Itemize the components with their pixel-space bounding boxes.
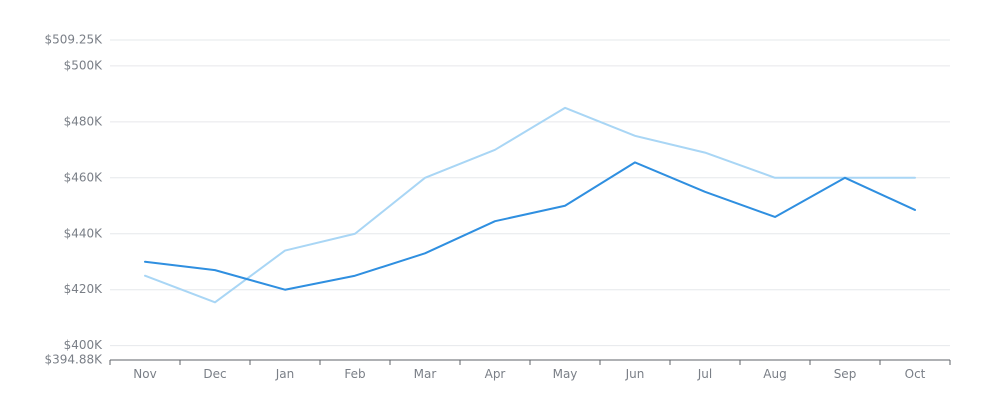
x-tick-label: Jun [625, 367, 645, 381]
x-tick-label: Dec [203, 367, 226, 381]
x-tick-label: Mar [414, 367, 437, 381]
x-axis: Nov Dec Jan Feb Mar Apr May Jun Jul Aug Sep Oct [109, 359, 951, 381]
x-tick-label: Aug [763, 367, 786, 381]
y-tick-label: $420K [64, 282, 104, 296]
y-axis-labels: $394.88K$400K $420K $440K $460K $480K $500K $5… [45, 33, 104, 367]
series-line-1 [144, 106, 916, 304]
series-line-2 [144, 161, 916, 291]
grid-layer [110, 39, 950, 347]
x-tick-label: Sep [834, 367, 857, 381]
series-layer [144, 106, 916, 304]
x-tick-label: May [553, 367, 578, 381]
x-tick-label: Jul [697, 367, 712, 381]
x-tick-label: Oct [905, 367, 926, 381]
y-tick-label: $500K [64, 58, 104, 72]
y-tick-label: $480K [64, 114, 104, 128]
x-tick-label: Apr [485, 367, 506, 381]
y-tick-label: $440K [64, 226, 104, 240]
x-tick-label: Feb [344, 367, 365, 381]
y-tick-label: $509.25K [45, 33, 104, 47]
x-tick-label: Nov [133, 367, 156, 381]
y-tick-label: $460K [64, 170, 104, 184]
x-tick-label: Jan [275, 367, 295, 381]
y-tick-label: $394.88K [45, 353, 104, 367]
y-tick-label: $400K [64, 338, 104, 352]
